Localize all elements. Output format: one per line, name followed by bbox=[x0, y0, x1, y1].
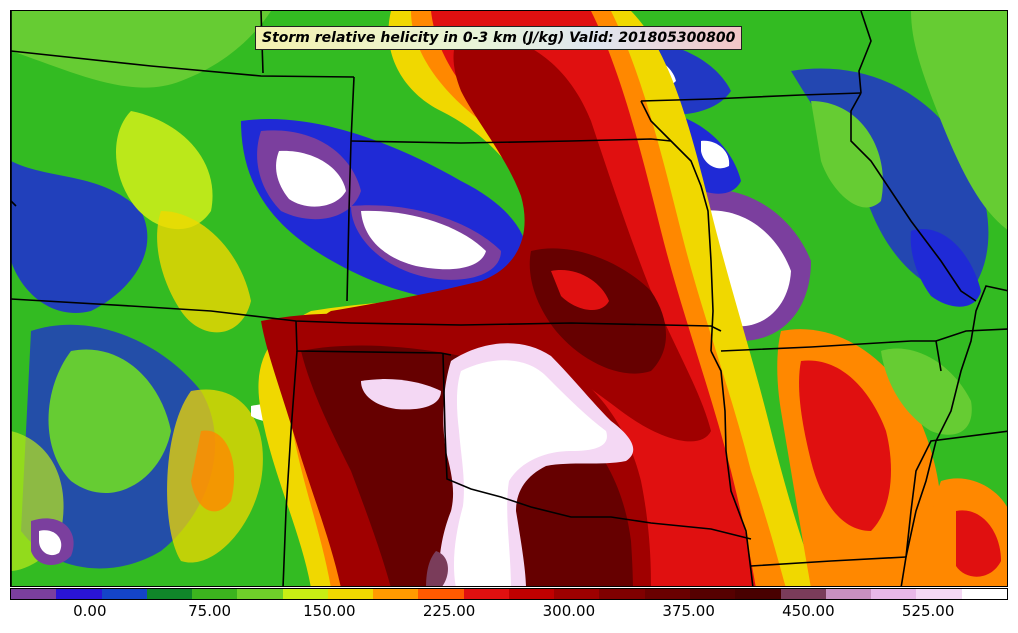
west-field bbox=[11, 11, 301, 571]
boundary-line bbox=[935, 328, 1007, 342]
map-title: Storm relative helicity in 0-3 km (J/kg)… bbox=[255, 26, 743, 50]
boundary-line bbox=[350, 138, 672, 144]
boundary-line bbox=[905, 430, 1007, 558]
colorbar bbox=[10, 588, 1008, 600]
colorbar-swatch bbox=[554, 589, 600, 599]
colorbar-swatch bbox=[689, 589, 736, 599]
boundary-line bbox=[346, 76, 355, 302]
colorbar-swatch bbox=[327, 589, 374, 599]
colorbar-swatch bbox=[282, 589, 328, 599]
boundary-line bbox=[11, 298, 722, 332]
boundary-line bbox=[442, 352, 752, 540]
colorbar-swatch bbox=[146, 589, 193, 599]
colorbar-swatch bbox=[825, 589, 872, 599]
boundary-line bbox=[900, 285, 1007, 586]
colorbar-swatch bbox=[508, 589, 555, 599]
colorbar-tick-label: 450.00 bbox=[782, 602, 835, 620]
boundary-line bbox=[640, 92, 862, 102]
colorbar-swatch bbox=[599, 589, 645, 599]
map-canvas bbox=[11, 11, 1007, 586]
colorbar-swatch bbox=[871, 589, 917, 599]
colorbar-tick-label: 300.00 bbox=[542, 602, 596, 620]
colorbar-tick-label: 525.00 bbox=[901, 602, 955, 620]
state-boundaries bbox=[11, 11, 1007, 586]
boundary-line bbox=[295, 320, 452, 356]
boundary-line bbox=[11, 200, 17, 207]
colorbar-tick-label: 375.00 bbox=[662, 602, 715, 620]
boundary-line bbox=[640, 100, 714, 352]
colorbar-swatch bbox=[463, 589, 509, 599]
central-north-field bbox=[241, 119, 529, 302]
colorbar-tick-label: 0.00 bbox=[73, 602, 107, 620]
colorbar-swatch bbox=[192, 589, 238, 599]
colorbar-swatch bbox=[961, 589, 1007, 599]
boundary-line bbox=[11, 50, 355, 78]
boundary-line bbox=[720, 340, 942, 372]
colorbar-swatch bbox=[373, 589, 419, 599]
colorbar-swatch bbox=[237, 589, 283, 599]
colorbar-tick-label: 150.00 bbox=[303, 602, 356, 620]
colorbar-tick-label: 75.00 bbox=[188, 602, 232, 620]
colorbar-swatch bbox=[11, 589, 57, 599]
colorbar-swatch bbox=[418, 589, 464, 599]
colorbar-swatch bbox=[735, 589, 781, 599]
boundary-line bbox=[710, 350, 754, 586]
colorbar-swatch bbox=[644, 589, 690, 599]
colorbar-swatch bbox=[101, 589, 147, 599]
boundary-line bbox=[858, 11, 872, 94]
colorbar-tick-label: 225.00 bbox=[422, 602, 476, 620]
colorbar-swatch bbox=[56, 589, 102, 599]
boundary-line bbox=[850, 92, 977, 302]
colorbar-swatch bbox=[916, 589, 962, 599]
boundary-line bbox=[750, 556, 907, 567]
helicity-map: Storm relative helicity in 0-3 km (J/kg)… bbox=[10, 10, 1008, 587]
core-high-field bbox=[361, 343, 634, 586]
southeast-field bbox=[777, 229, 1007, 586]
boundary-line bbox=[282, 350, 298, 586]
colorbar-swatch bbox=[780, 589, 826, 599]
colorbar-ticks: 0.00 75.00 150.00 225.00 300.00 375.00 450.00 5… bbox=[10, 600, 1008, 630]
